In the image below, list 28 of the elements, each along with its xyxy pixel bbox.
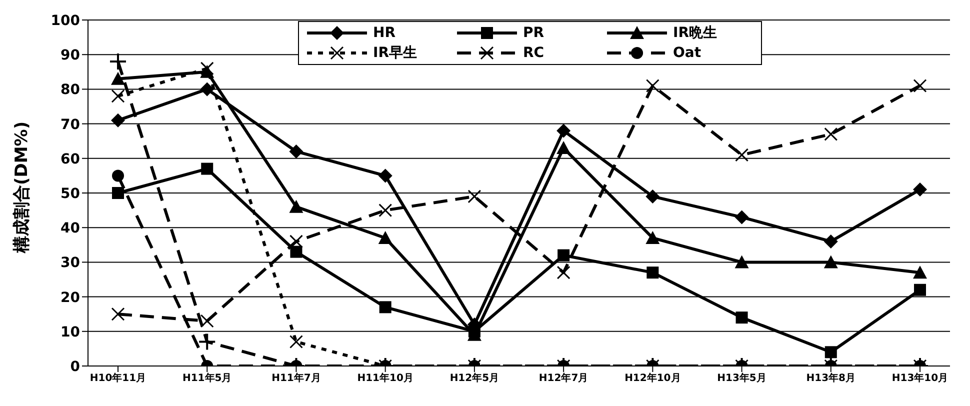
y-tick-label: 90 xyxy=(60,48,80,64)
y-tick-label: 40 xyxy=(60,220,80,237)
y-tick-label: 20 xyxy=(60,290,80,306)
legend-label: HR xyxy=(373,25,396,41)
x-tick-label: H13年8月 xyxy=(806,372,856,384)
x-tick-label: H11年7月 xyxy=(272,372,321,384)
legend-label: RC xyxy=(523,45,544,61)
y-tick-label: 80 xyxy=(60,82,80,98)
x-tick-label: H13年5月 xyxy=(717,372,766,384)
y-tick-label: 100 xyxy=(50,12,80,29)
legend-label: Oat xyxy=(673,45,702,61)
x-tick-label: H10年11月 xyxy=(90,372,146,384)
x-tick-label: H13年10月 xyxy=(892,372,948,384)
x-tick-label: H12年5月 xyxy=(450,372,500,384)
y-tick-label: 0 xyxy=(70,358,80,375)
y-tick-label: 70 xyxy=(60,116,80,133)
y-tick-label: 30 xyxy=(60,255,80,272)
y-tick-label: 10 xyxy=(60,324,80,340)
legend-label: PR xyxy=(523,25,544,41)
x-tick-label: H11年10月 xyxy=(357,372,414,384)
y-axis-title: 構成割合(DM%) xyxy=(12,121,32,254)
x-tick-label: H12年10月 xyxy=(624,372,681,384)
x-tick-label: H11年5月 xyxy=(182,372,232,384)
x-tick-label: H12年7月 xyxy=(538,372,588,384)
y-tick-label: 50 xyxy=(60,186,80,202)
y-tick-label: 60 xyxy=(60,151,80,168)
legend-label: IR早生 xyxy=(373,44,417,62)
legend-label: IR晩生 xyxy=(673,24,717,42)
